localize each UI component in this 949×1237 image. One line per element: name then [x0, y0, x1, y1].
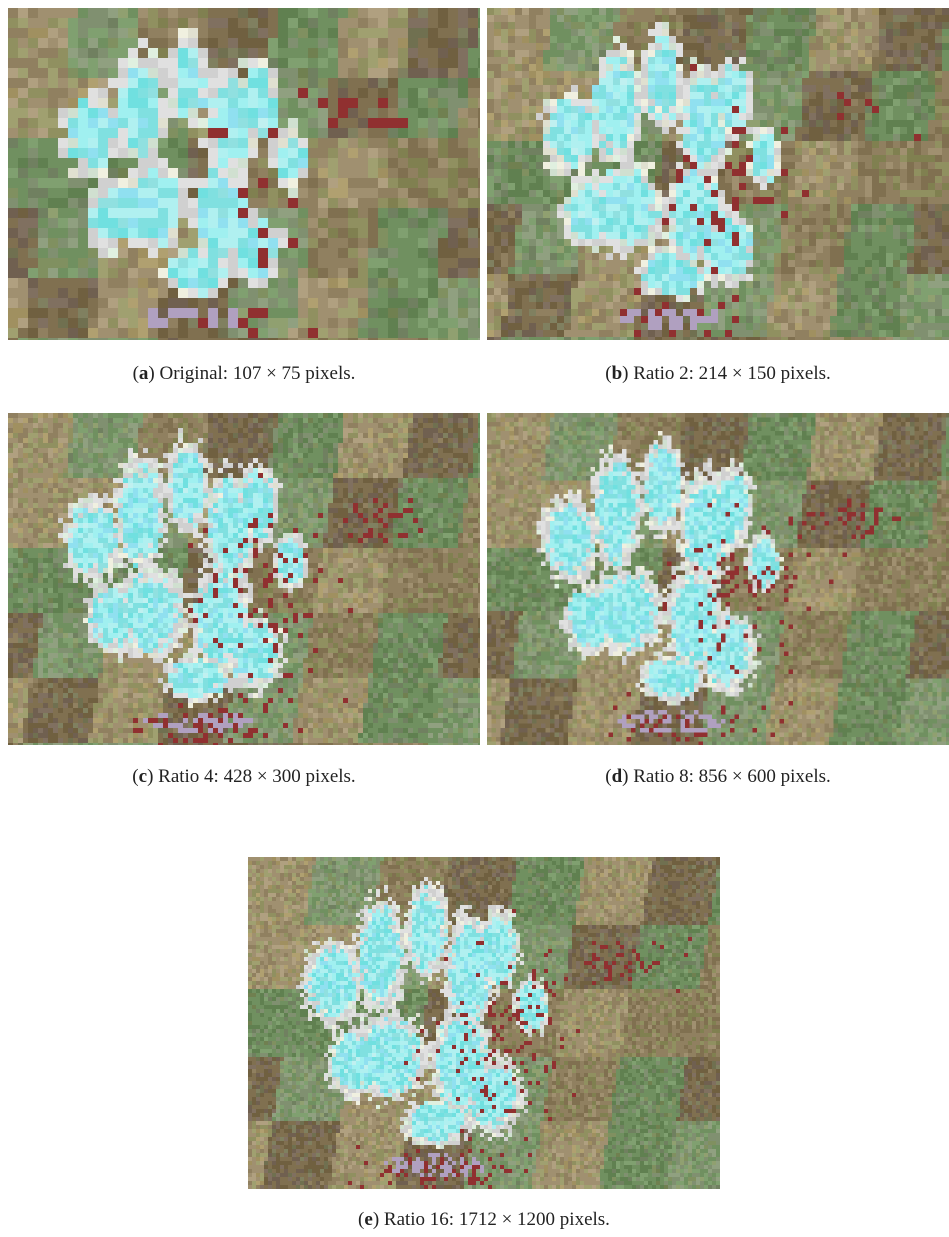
caption: c Ratio 4: 428 × 300 pixels.	[8, 766, 480, 788]
satellite-image	[487, 8, 949, 340]
page: a Original: 107 × 75 pixels. b Ratio 2: …	[0, 0, 949, 1237]
caption-text: Original: 107 × 75 pixels.	[159, 363, 355, 384]
caption-text: Ratio 4: 428 × 300 pixels.	[158, 766, 356, 787]
caption-text: Ratio 2: 214 × 150 pixels.	[633, 363, 831, 384]
satellite-image	[8, 8, 480, 340]
caption-text: Ratio 16: 1712 × 1200 pixels.	[384, 1209, 610, 1230]
satellite-image	[487, 413, 949, 745]
caption: b Ratio 2: 214 × 150 pixels.	[487, 363, 949, 385]
panel-label: c	[132, 766, 153, 787]
panel-label: a	[133, 363, 155, 384]
panel-label: d	[605, 766, 628, 787]
caption: e Ratio 16: 1712 × 1200 pixels.	[248, 1209, 720, 1231]
panel-label: b	[605, 363, 628, 384]
caption-text: Ratio 8: 856 × 600 pixels.	[633, 766, 831, 787]
image-pixels	[258, 118, 268, 128]
caption: a Original: 107 × 75 pixels.	[8, 363, 480, 385]
caption: d Ratio 8: 856 × 600 pixels.	[487, 766, 949, 788]
satellite-image	[8, 413, 480, 745]
satellite-image	[248, 857, 720, 1189]
panel-label: e	[358, 1209, 379, 1230]
